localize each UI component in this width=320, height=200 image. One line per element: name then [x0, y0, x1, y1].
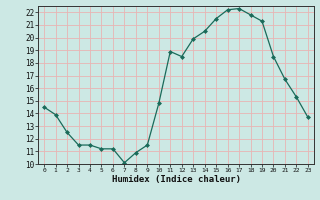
X-axis label: Humidex (Indice chaleur): Humidex (Indice chaleur) — [111, 175, 241, 184]
